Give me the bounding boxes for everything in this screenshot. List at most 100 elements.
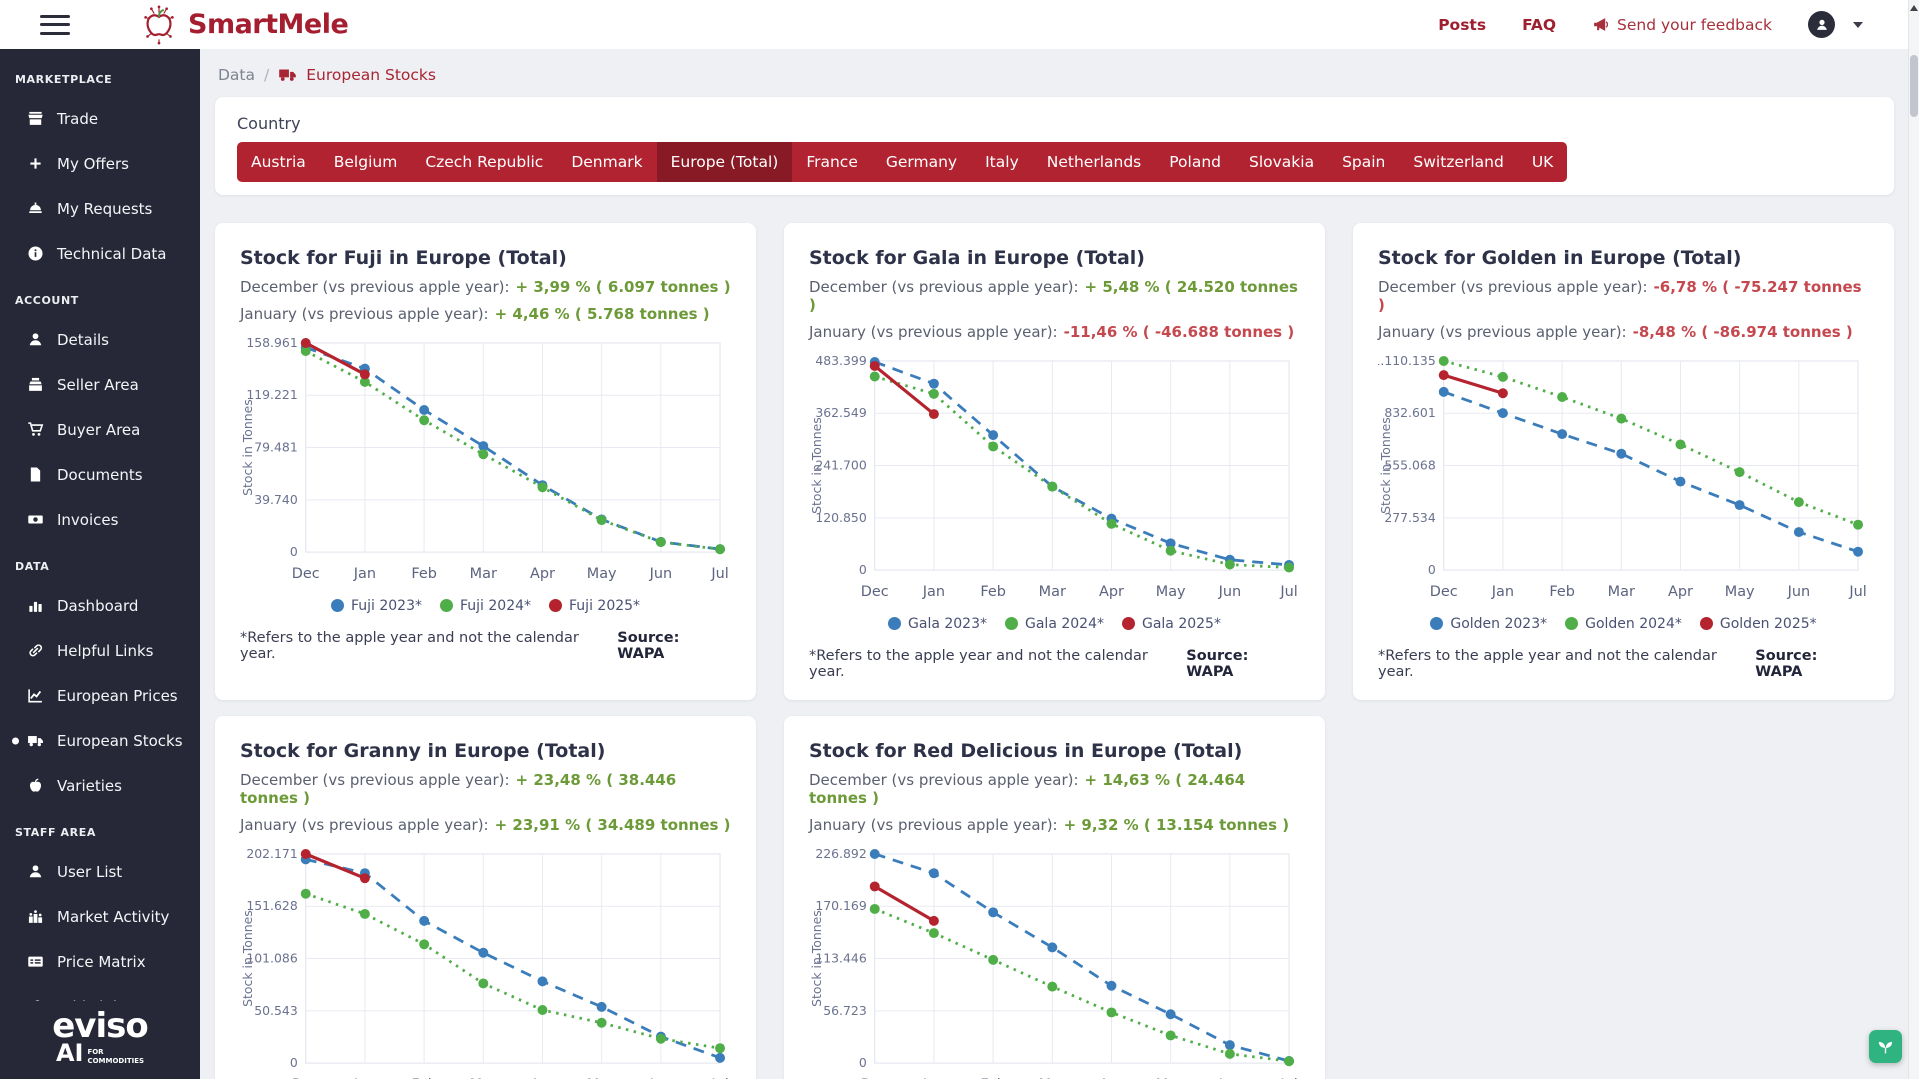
svg-text:241.700: 241.700 (815, 458, 867, 473)
sidebar-item-my-requests[interactable]: My Requests (0, 186, 200, 231)
hamburger-menu-icon[interactable] (40, 14, 70, 35)
legend-dot (1121, 617, 1135, 631)
svg-text:Jan: Jan (353, 1077, 376, 1079)
country-tab-spain[interactable]: Spain (1342, 153, 1386, 171)
sidebar-item-european-stocks[interactable]: European Stocks (0, 718, 200, 763)
country-tab-poland[interactable]: Poland (1169, 153, 1221, 171)
chart-card-stock-for-red-delicious-in-europe-total: Stock for Red Delicious in Europe (Total… (784, 715, 1325, 1079)
account-menu-button[interactable] (1808, 11, 1835, 38)
sidebar-item-trade[interactable]: Trade (0, 96, 200, 141)
sidebar-item-european-prices[interactable]: European Prices (0, 673, 200, 718)
brand-name: SmartMele (188, 9, 349, 40)
chart-card-stock-for-golden-in-europe-total: Stock for Golden in Europe (Total) Decem… (1353, 223, 1894, 700)
stat-value: -8,48 % ( -86.974 tonnes ) (1632, 323, 1853, 341)
chart-card-stock-for-granny-in-europe-total: Stock for Granny in Europe (Total) Decem… (215, 715, 756, 1079)
chart-card-stock-for-fuji-in-europe-total: Stock for Fuji in Europe (Total) Decembe… (215, 223, 756, 700)
chat-widget-button[interactable] (1869, 1030, 1902, 1063)
app-header: SmartMele Posts FAQ Send your feedback (0, 0, 1919, 49)
country-tab-slovakia[interactable]: Slovakia (1248, 153, 1315, 171)
country-tab-france[interactable]: France (806, 153, 858, 171)
stat-row: December (vs previous apple year): + 23,4… (240, 771, 731, 807)
country-tab-belgium[interactable]: Belgium (333, 153, 398, 171)
sidebar-item-user-list[interactable]: User List (0, 849, 200, 894)
country-tab-denmark[interactable]: Denmark (571, 153, 643, 171)
sidebar-item-seller-area[interactable]: Seller Area (0, 362, 200, 407)
sidebar-item-technical-data[interactable]: Technical Data (0, 231, 200, 276)
series-fuji-2024 (300, 346, 726, 555)
nav-faq-link[interactable]: FAQ (1522, 15, 1557, 34)
chart-card-title: Stock for Golden in Europe (Total) (1378, 247, 1742, 269)
svg-text:Jun: Jun (1218, 1077, 1242, 1079)
stat-row: December (vs previous apple year): -6,78 … (1378, 278, 1869, 314)
svg-text:Jan: Jan (1491, 584, 1514, 600)
sidebar-item-dashboard[interactable]: Dashboard (0, 583, 200, 628)
page-scrollbar[interactable] (1908, 0, 1919, 1079)
sidebar-item-market-activity[interactable]: Market Activity (0, 894, 200, 939)
country-tab-czech-republic[interactable]: Czech Republic (425, 153, 544, 171)
country-tab-switzerland[interactable]: Switzerland (1413, 153, 1504, 171)
sidebar-item-my-offers[interactable]: My Offers (0, 141, 200, 186)
svg-text:0: 0 (290, 544, 298, 559)
plus-icon (27, 155, 44, 172)
scrollbar-thumb[interactable] (1910, 55, 1918, 117)
legend-item-golden-2024[interactable]: Golden 2024* (1565, 616, 1682, 632)
country-tab-germany[interactable]: Germany (885, 153, 958, 171)
stat-label: December (vs previous apple year): (240, 770, 510, 789)
country-tab-italy[interactable]: Italy (985, 153, 1019, 171)
stat-row: January (vs previous apple year): + 23,91… (240, 816, 731, 834)
cash-register-icon (27, 376, 44, 393)
svg-text:832.601: 832.601 (1384, 405, 1435, 420)
svg-text:Jul: Jul (1848, 584, 1866, 600)
document-icon (27, 466, 44, 483)
stat-row: January (vs previous apple year): + 4,46 … (240, 305, 731, 323)
svg-text:Mar: Mar (470, 1077, 497, 1079)
sidebar-item-details[interactable]: Details (0, 317, 200, 362)
country-tab-austria[interactable]: Austria (251, 153, 306, 171)
svg-text:50.543: 50.543 (254, 1003, 298, 1018)
app-logo[interactable]: SmartMele (138, 4, 349, 46)
svg-text:Jun: Jun (1787, 584, 1811, 600)
chart-footnote: *Refers to the apple year and not the ca… (1378, 647, 1717, 680)
svg-text:151.628: 151.628 (246, 898, 298, 913)
stat-label: January (vs previous apple year): (809, 815, 1058, 834)
svg-text:May: May (1156, 1077, 1186, 1079)
legend-item-gala-2024[interactable]: Gala 2024* (1005, 616, 1104, 632)
scrollbar-up-arrow-icon[interactable] (1910, 5, 1918, 11)
caret-down-icon[interactable] (1853, 21, 1863, 28)
svg-text:May: May (587, 1077, 617, 1079)
sidebar-item-documents[interactable]: Documents (0, 452, 200, 497)
sidebar-item-price-matrix[interactable]: Price Matrix (0, 939, 200, 984)
svg-text:158.961: 158.961 (246, 335, 297, 350)
sidebar-item-helpful-links[interactable]: Helpful Links (0, 628, 200, 673)
sidebar-item-invoices[interactable]: Invoices (0, 497, 200, 542)
legend-item-golden-2023[interactable]: Golden 2023* (1430, 616, 1547, 632)
stat-value: + 23,48 % ( 38.446 tonnes ) (240, 770, 677, 807)
nav-posts-link[interactable]: Posts (1438, 15, 1487, 34)
legend-item-gala-2023[interactable]: Gala 2023* (888, 616, 987, 632)
breadcrumb: Data / European Stocks (218, 65, 436, 84)
stat-value: + 14,63 % ( 24.464 tonnes ) (809, 770, 1246, 807)
sidebar-item-varieties[interactable]: Varieties (0, 763, 200, 808)
sidebar-item-buyer-area[interactable]: Buyer Area (0, 407, 200, 452)
sidebar-section-staff-area: STAFF AREA (15, 826, 96, 839)
legend-item-fuji-2025[interactable]: Fuji 2025* (549, 598, 640, 614)
country-tab-europe-total[interactable]: Europe (Total) (656, 142, 793, 182)
send-feedback-button[interactable]: Send your feedback (1592, 16, 1772, 34)
svg-text:0: 0 (859, 1055, 867, 1070)
breadcrumb-section[interactable]: Data (218, 65, 256, 84)
svg-text:101.086: 101.086 (246, 950, 298, 965)
legend-item-fuji-2024[interactable]: Fuji 2024* (439, 598, 531, 614)
svg-text:362.549: 362.549 (815, 405, 867, 420)
country-tabs: Austria Belgium Czech Republic Denmark Europ… (237, 142, 1568, 182)
series-gala-2024 (869, 371, 1295, 573)
legend-item-fuji-2023[interactable]: Fuji 2023* (330, 598, 422, 614)
country-tab-uk[interactable]: UK (1531, 153, 1554, 171)
shopping-cart-icon (27, 421, 44, 438)
svg-text:Jan: Jan (922, 584, 945, 600)
country-tab-netherlands[interactable]: Netherlands (1046, 153, 1142, 171)
chart-source: Source: WAPA (1755, 647, 1818, 680)
series-red-delicious-2025 (869, 881, 939, 926)
legend-item-golden-2025[interactable]: Golden 2025* (1699, 616, 1817, 632)
chart-footnote: *Refers to the apple year and not the ca… (240, 629, 579, 662)
legend-item-gala-2025[interactable]: Gala 2025* (1121, 616, 1221, 632)
